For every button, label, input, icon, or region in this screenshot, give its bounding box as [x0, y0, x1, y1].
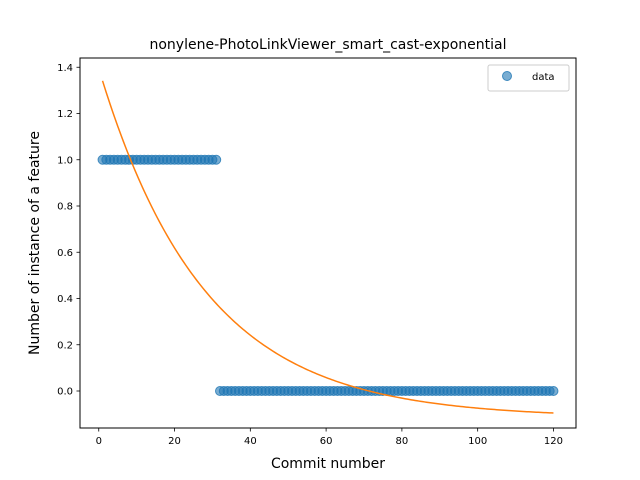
axes-frame — [79, 57, 577, 429]
y-tick-label: 0.4 — [57, 294, 73, 305]
x-tick-label: 100 — [468, 436, 487, 447]
y-tick-label: 0.2 — [57, 340, 73, 351]
legend-label-data: data — [532, 72, 555, 83]
y-tick-label: 1.4 — [57, 63, 73, 74]
x-tick-label: 60 — [320, 436, 333, 447]
data-point — [548, 386, 559, 396]
x-axis: 0 20 40 60 80 100 120 — [96, 428, 563, 447]
chart-title: nonylene-PhotoLinkViewer_smart_cast-expo… — [149, 37, 506, 53]
legend: data — [487, 64, 570, 92]
y-tick-label: 0.8 — [57, 202, 73, 213]
y-tick-label: 0.6 — [57, 248, 73, 259]
x-tick-label: 40 — [244, 436, 257, 447]
legend-marker-data — [502, 71, 512, 81]
x-tick-label: 0 — [96, 436, 102, 447]
x-axis-title: Commit number — [271, 456, 385, 472]
y-tick-label: 1.2 — [57, 109, 73, 120]
plot-area — [97, 80, 559, 414]
x-tick-label: 120 — [544, 436, 563, 447]
y-axis-title: Number of instance of a feature — [27, 131, 43, 355]
y-tick-label: 1.0 — [57, 155, 73, 166]
y-tick-label: 0.0 — [57, 387, 73, 398]
legend-frame — [487, 64, 570, 92]
fit-line — [101, 80, 554, 414]
y-axis: 0.0 0.2 0.4 0.6 0.8 1.0 1.2 1.4 — [57, 63, 80, 398]
x-tick-label: 80 — [396, 436, 409, 447]
x-tick-label: 20 — [168, 436, 181, 447]
data-point — [211, 154, 222, 165]
